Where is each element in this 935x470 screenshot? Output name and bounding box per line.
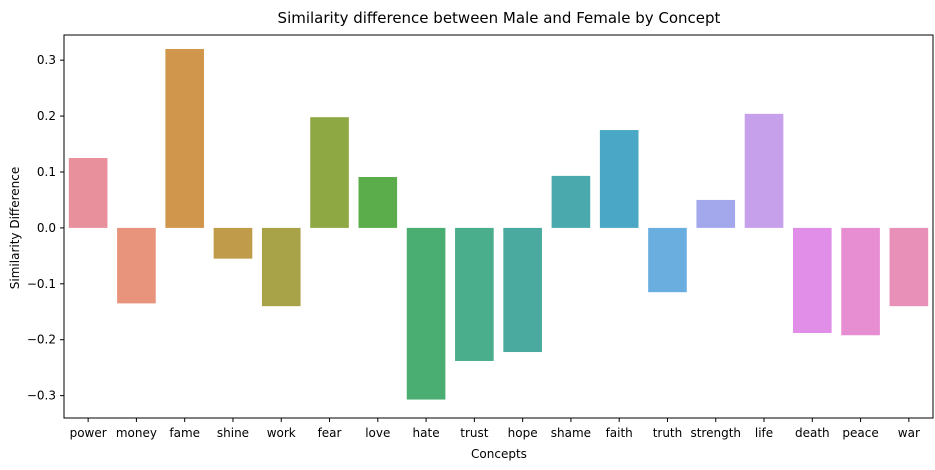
bar-shine <box>213 227 253 259</box>
bar-strength <box>696 199 736 228</box>
x-tick-label-fear: fear <box>318 426 342 440</box>
x-tick-label-strength: strength <box>690 426 741 440</box>
x-tick-label-peace: peace <box>842 426 878 440</box>
bar-fear <box>310 117 349 228</box>
x-tick-label-shame: shame <box>551 426 591 440</box>
x-tick-label-truth: truth <box>653 426 683 440</box>
y-tick-label: −0.3 <box>27 389 56 403</box>
x-axis-ticks: power money fame shine work fear love hate trust… <box>70 418 920 440</box>
x-tick-label-love: love <box>365 426 390 440</box>
x-tick-label-power: power <box>70 426 107 440</box>
plot-frame <box>63 34 934 419</box>
x-tick-label-hate: hate <box>413 426 440 440</box>
bar-money <box>117 227 156 304</box>
x-tick-label-death: death <box>795 426 830 440</box>
bar-truth <box>648 227 687 293</box>
bar-peace <box>841 227 880 336</box>
x-tick-label-work: work <box>267 426 296 440</box>
x-tick-label-money: money <box>116 426 157 440</box>
bar-war <box>889 227 929 307</box>
bar-life <box>744 113 784 228</box>
y-tick-label: −0.2 <box>27 333 56 347</box>
chart-title: Similarity difference between Male and F… <box>278 9 721 27</box>
x-axis-label: Concepts <box>471 447 527 461</box>
bar-fame <box>165 48 205 228</box>
bar-shame <box>551 175 591 228</box>
x-tick-label-trust: trust <box>460 426 488 440</box>
x-tick-label-faith: faith <box>606 426 633 440</box>
bar-work <box>261 227 301 307</box>
y-tick-label: 0.3 <box>37 53 56 67</box>
bar-love <box>358 177 398 228</box>
y-axis-ticks: −0.3 −0.2 −0.1 0.0 0.1 0.2 0.3 <box>27 53 64 403</box>
x-tick-label-hope: hope <box>508 426 538 440</box>
bar-hope <box>503 227 542 353</box>
y-tick-label: 0.1 <box>37 165 56 179</box>
bar-trust <box>455 227 494 361</box>
bars-group <box>68 48 929 400</box>
y-tick-label: −0.1 <box>27 277 56 291</box>
bar-hate <box>406 227 446 400</box>
y-tick-label: 0.0 <box>37 221 56 235</box>
x-tick-label-war: war <box>898 426 920 440</box>
y-axis-label: Similarity Difference <box>8 167 22 289</box>
bar-power <box>68 158 108 228</box>
y-tick-label: 0.2 <box>37 109 56 123</box>
bar-faith <box>599 130 639 228</box>
x-tick-label-fame: fame <box>169 426 200 440</box>
bar-death <box>792 227 832 334</box>
x-tick-label-shine: shine <box>217 426 249 440</box>
x-tick-label-life: life <box>755 426 773 440</box>
